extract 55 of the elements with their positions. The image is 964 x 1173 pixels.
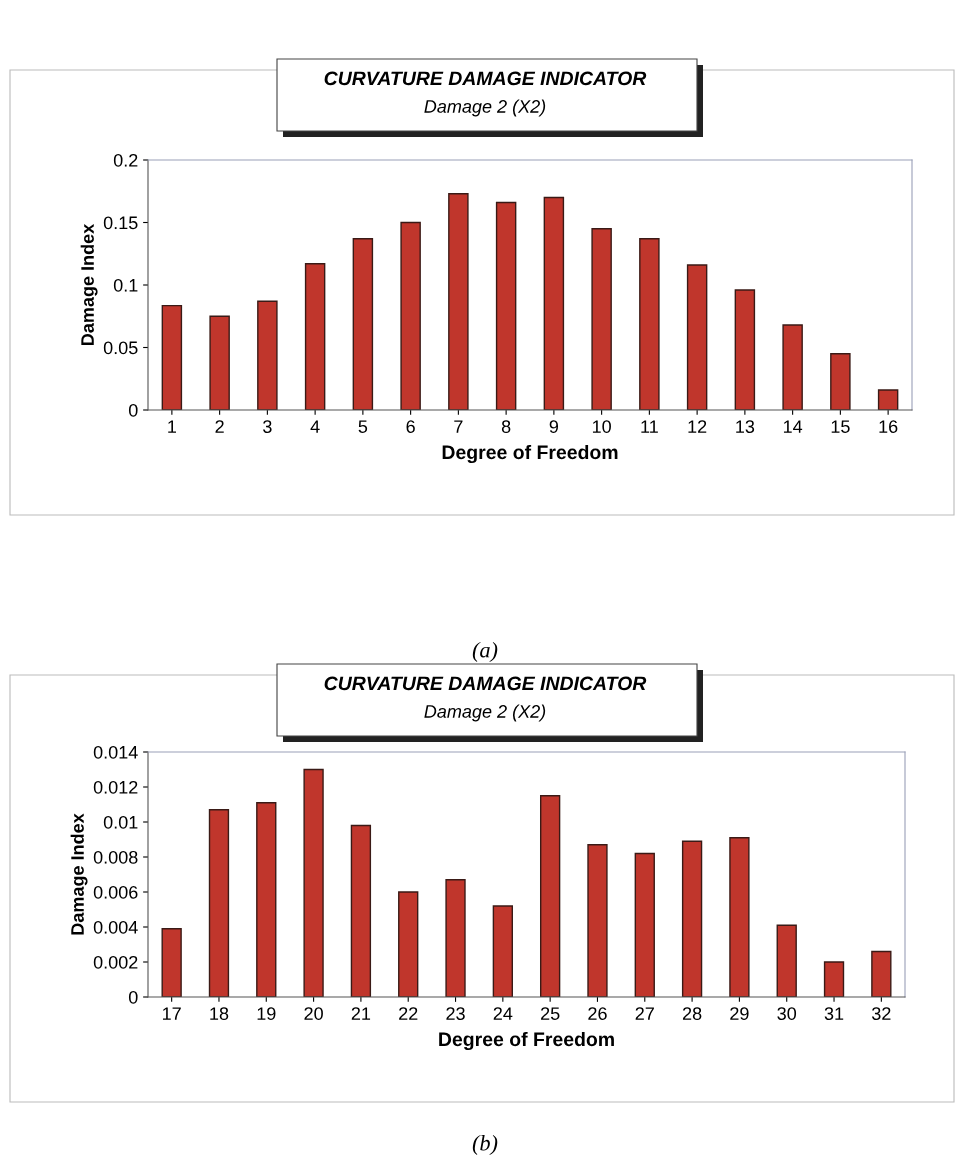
x-tick-label: 11 xyxy=(641,420,658,433)
y-tick-label: 0.008 xyxy=(93,850,138,864)
x-tick-label: 10 xyxy=(592,420,611,433)
x-tick-label: 5 xyxy=(358,420,368,433)
y-axis-title: Damage Index xyxy=(70,813,88,935)
x-tick-label: 27 xyxy=(635,1007,654,1020)
x-tick-label: 4 xyxy=(310,420,320,433)
text: (b) xyxy=(472,1134,498,1156)
x-tick-label: 20 xyxy=(304,1007,323,1020)
x-tick-label: 9 xyxy=(549,420,559,433)
chart-title: CURVATURE DAMAGE INDICATOR xyxy=(324,71,647,86)
y-tick-label: 0.15 xyxy=(103,216,138,230)
x-axis-title: Degree of Freedom xyxy=(442,444,618,464)
y-tick-label: 0 xyxy=(128,990,138,1004)
x-tick-label: 8 xyxy=(501,420,511,433)
x-tick-label: 22 xyxy=(399,1007,418,1020)
x-tick-label: 12 xyxy=(688,420,707,433)
y-tick-label: 0.014 xyxy=(93,745,138,759)
y-tick-label: 0.002 xyxy=(93,955,138,969)
x-tick-label: 14 xyxy=(783,420,803,433)
x-tick-label: 19 xyxy=(257,1007,276,1020)
y-tick-label: 0.1 xyxy=(113,278,138,292)
x-tick-label: 1 xyxy=(168,420,177,433)
x-tick-label: 16 xyxy=(879,420,898,433)
y-tick-label: 0.006 xyxy=(93,885,138,899)
x-tick-label: 6 xyxy=(406,420,415,433)
chart-title: CURVATURE DAMAGE INDICATOR xyxy=(324,676,647,691)
y-tick-label: 0.05 xyxy=(103,341,138,355)
x-tick-label: 28 xyxy=(682,1007,702,1020)
x-tick-label: 32 xyxy=(871,1007,891,1020)
x-tick-label: 13 xyxy=(736,420,755,433)
x-tick-label: 18 xyxy=(210,1007,229,1020)
x-tick-label: 30 xyxy=(777,1007,797,1020)
x-tick-label: 7 xyxy=(454,420,463,433)
y-tick-label: 0.2 xyxy=(113,153,138,167)
x-tick-label: 31 xyxy=(824,1007,844,1020)
x-tick-label: 21 xyxy=(351,1007,371,1020)
y-tick-label: 0.012 xyxy=(93,780,138,794)
y-tick-label: 0.01 xyxy=(103,815,138,829)
x-tick-label: 25 xyxy=(541,1007,560,1020)
x-axis-title: Degree of Freedom xyxy=(439,1031,614,1051)
y-tick-label: 0.004 xyxy=(93,920,138,934)
x-tick-label: 17 xyxy=(162,1007,181,1020)
x-tick-label: 24 xyxy=(493,1007,513,1020)
x-tick-label: 3 xyxy=(263,420,272,433)
x-tick-label: 29 xyxy=(730,1007,749,1020)
text: (a) xyxy=(472,641,498,663)
x-tick-label: 26 xyxy=(588,1007,607,1020)
chart-subtitle: Damage 2 (X2) xyxy=(424,704,546,722)
y-tick-label: 0 xyxy=(128,403,138,417)
chart-subtitle: Damage 2 (X2) xyxy=(424,99,546,117)
y-axis-title: Damage Index xyxy=(80,223,98,345)
x-tick-label: 23 xyxy=(446,1007,465,1020)
x-tick-label: 2 xyxy=(215,420,224,433)
x-tick-label: 15 xyxy=(831,420,850,433)
